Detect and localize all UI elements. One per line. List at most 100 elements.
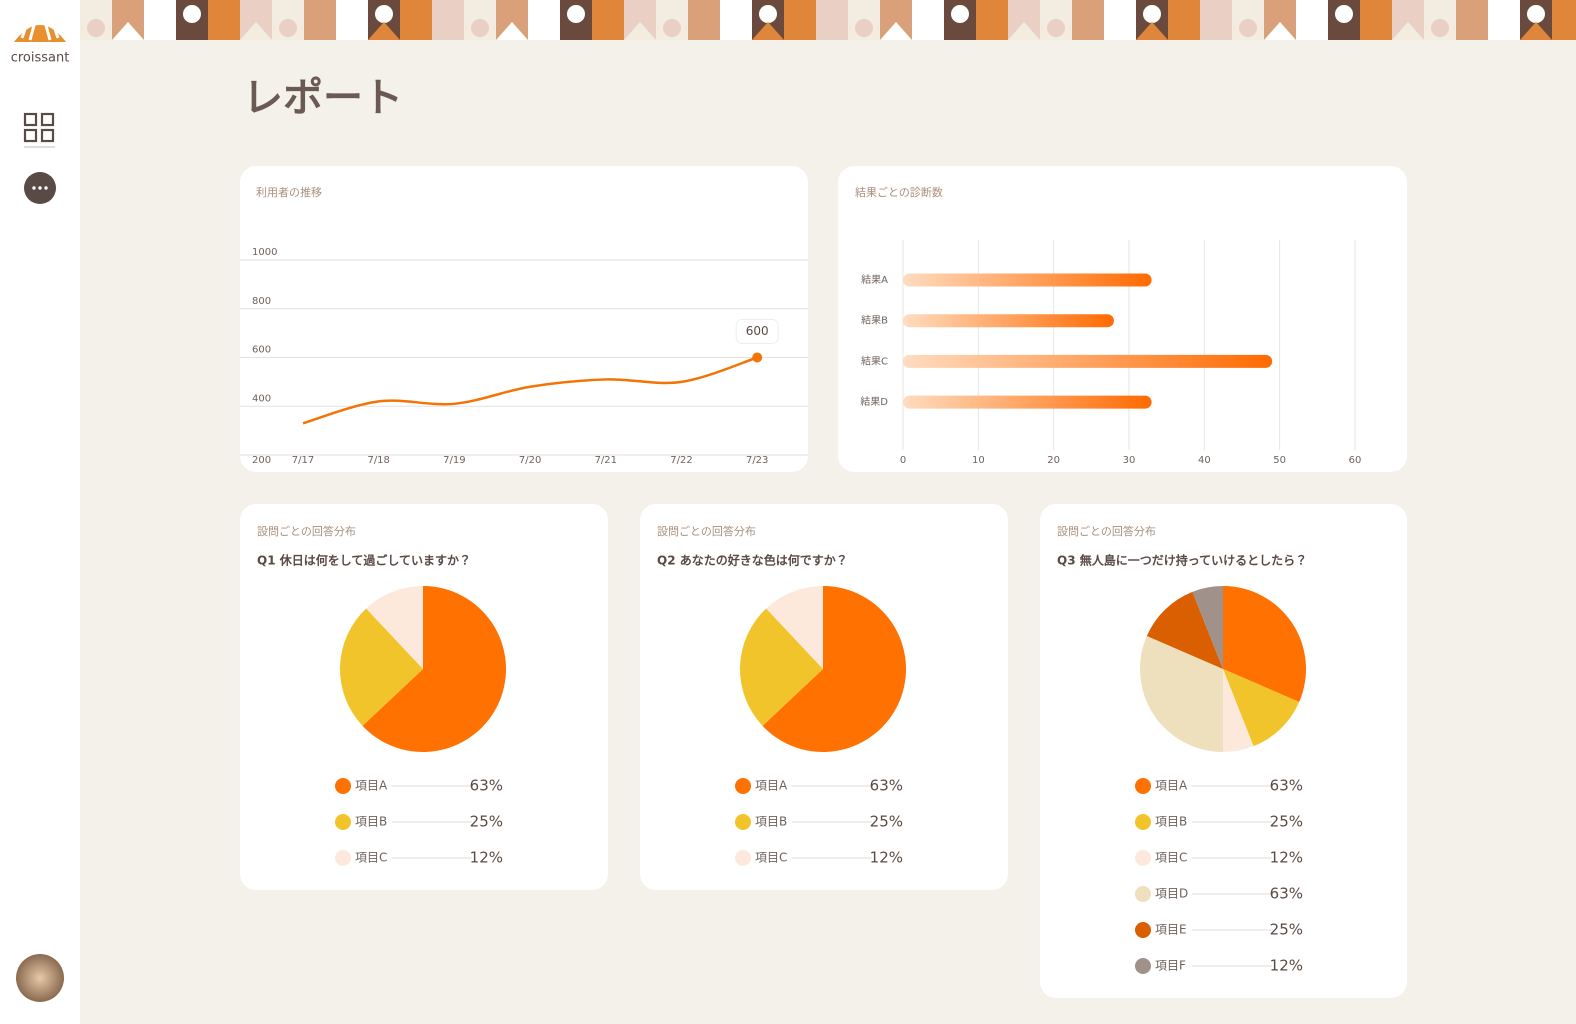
value-label: 25% [1270,921,1303,939]
value-label: 25% [1270,813,1303,831]
pie-slice [740,608,823,726]
point [752,352,763,363]
banner-tile [784,0,816,40]
pie-slice [1223,669,1300,747]
icon [32,186,36,190]
legend-label: 項目C [755,851,787,865]
value-label: 12% [470,849,503,867]
avatar[interactable] [16,954,64,1002]
y-tick-label: 結果B [861,314,888,327]
banner-dot [567,5,585,23]
chart-subtitle: 設問ごとの回答分布 [657,524,756,538]
value-label: 63% [1270,885,1303,903]
banner-tile [1296,0,1328,40]
banner-dot [951,5,969,23]
banner-shape [1136,22,1168,40]
legend-label: 項目A [755,779,788,793]
pie-slice [1223,669,1254,752]
banner-dot [759,5,777,23]
banner-tile [1200,0,1232,40]
legend-label: 項目B [1155,815,1187,829]
value-label: 12% [870,849,903,867]
pie-slice [766,586,823,669]
banner-tile [1360,0,1392,40]
x-tick-label: 7/21 [595,455,617,466]
logo: croissant [11,17,70,66]
banner-dot [1527,5,1545,23]
legend-swatch [1135,922,1151,938]
y-tick-label: 結果C [861,354,888,367]
banner-shape [1264,22,1296,40]
legend-swatch [1135,958,1151,974]
value-label: 25% [870,813,903,831]
banner-tile [1488,0,1520,40]
chart-title: Q3 無人島に一つだけ持っていけるとしたら？ [1057,553,1307,568]
banner-tile [1552,0,1576,40]
y-tick-label: 1000 [252,247,277,258]
legend-swatch [735,778,751,794]
nav-chat[interactable] [24,172,56,204]
legend-swatch [1135,850,1151,866]
pie-slice [1192,586,1223,669]
logo-mark [14,25,66,42]
banner-tile [432,0,464,40]
sidebar [0,0,80,1024]
x-tick-label: 0 [900,455,906,466]
chart-title: 結果ごとの診断数 [855,185,943,199]
banner-dot [1431,19,1449,37]
tooltip [735,319,779,344]
banner-tile [976,0,1008,40]
pie-slice [340,608,423,726]
pie-slice [1140,636,1223,752]
chart-subtitle: 設問ごとの回答分布 [257,524,356,538]
banner-tile [912,0,944,40]
bar [903,314,1114,328]
bar [903,395,1152,409]
banner-shape [1392,22,1424,40]
banner-tile [400,0,432,40]
legend-swatch [735,850,751,866]
banner-tile [720,0,752,40]
banner-dot [663,19,681,37]
page-title: レポート [243,75,403,121]
banner-dot [1047,19,1065,37]
banner-dot [375,5,393,23]
legend-swatch [1135,886,1151,902]
pie-slice [362,585,507,752]
chart-subtitle: 設問ごとの回答分布 [1057,524,1156,538]
value-label: 25% [470,813,503,831]
pie-slice [762,586,907,752]
x-tick-label: 7/23 [746,455,768,466]
bar [903,354,1273,368]
banner-shape [112,22,144,40]
legend-label: 項目C [1155,851,1187,865]
banner-dot [471,19,489,37]
banner-dot [87,19,105,37]
banner-shape [752,22,784,40]
x-tick-label: 20 [1047,455,1060,466]
legend-swatch [335,850,351,866]
y-tick-label: 200 [252,455,271,466]
value-label: 63% [470,777,503,795]
icon [44,186,48,190]
banner-tile [1104,0,1136,40]
chart-title: Q2 あなたの好きな色は何ですか？ [657,553,848,568]
legend-label: 項目A [1155,779,1188,793]
nav-dashboard[interactable] [23,112,55,148]
value-label: 12% [1270,849,1303,867]
banner-tile [1168,0,1200,40]
icon [40,128,55,143]
logo-text: croissant [11,51,70,66]
legend-label: 項目F [1155,959,1186,973]
icon [23,112,38,127]
legend-label: 項目B [755,815,787,829]
value-label: 63% [870,777,903,795]
legend-label: 項目C [355,851,387,865]
legend-label: 項目E [1155,923,1187,937]
banner-tile [528,0,560,40]
x-tick-label: 7/17 [292,455,314,466]
x-tick-label: 7/19 [443,455,465,466]
x-tick-label: 7/18 [367,455,389,466]
